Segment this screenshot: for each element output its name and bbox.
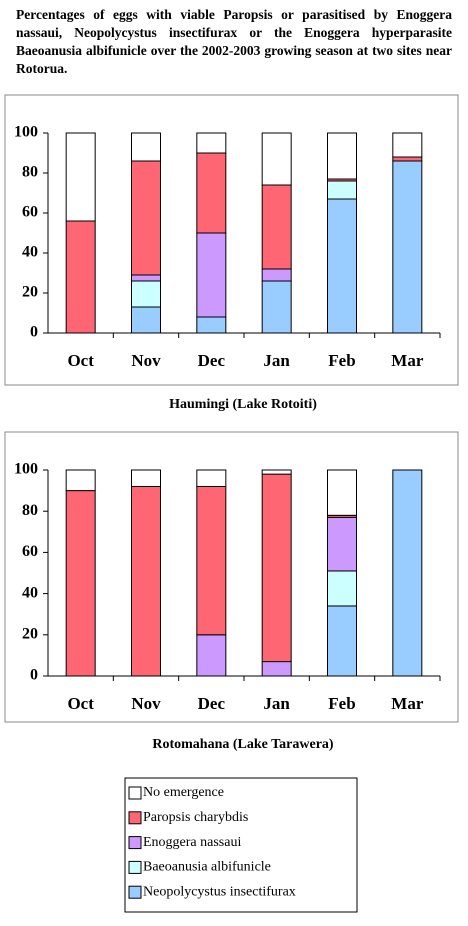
bar-segment [261, 473, 292, 663]
y-tick-label: 80 [22, 164, 38, 181]
legend-swatch [128, 860, 142, 874]
bar-segment [131, 132, 161, 162]
bar-segment [261, 184, 292, 270]
chart-caption: Haumingi (Lake Rotoiti) [169, 397, 317, 412]
bar-segment [131, 485, 161, 677]
y-tick-label: 0 [30, 667, 38, 684]
bar-segment [196, 152, 227, 234]
chart-frame [4, 431, 459, 723]
y-tick-label: 0 [30, 324, 38, 341]
bar-segment [327, 132, 357, 180]
bar-segment [131, 160, 161, 276]
x-tick-label: Jan [263, 351, 290, 370]
x-tick-label: Mar [391, 694, 424, 713]
bar-segment [131, 306, 161, 334]
bar-segment [196, 634, 227, 677]
bar-segment [131, 274, 161, 282]
bar-segment [327, 180, 357, 200]
legend-label: No emergence [143, 785, 224, 800]
legend-swatch [128, 836, 142, 850]
x-tick-label: Nov [131, 351, 161, 370]
x-tick-label: Jan [263, 694, 290, 713]
legend-swatch [128, 786, 142, 800]
legend-label: Enoggera nassaui [143, 835, 241, 850]
chart-frame [4, 94, 459, 386]
x-tick-label: Nov [131, 694, 161, 713]
y-tick-label: 40 [22, 244, 38, 261]
y-tick-label: 20 [22, 625, 38, 642]
bar-segment [196, 485, 227, 636]
bar-segment [327, 516, 357, 572]
bar-segment [131, 280, 161, 308]
y-tick-label: 80 [22, 502, 38, 519]
bar-segment [261, 661, 292, 677]
x-tick-label: Dec [198, 694, 226, 713]
x-tick-label: Dec [198, 351, 226, 370]
bar-segment [261, 268, 292, 282]
y-tick-label: 40 [22, 584, 38, 601]
legend-label: Paropsis charybdis [143, 810, 248, 825]
bar-segment [65, 490, 96, 677]
x-tick-label: Mar [391, 351, 424, 370]
bar-segment [327, 198, 357, 334]
x-tick-label: Oct [67, 351, 94, 370]
bar-segment [131, 469, 161, 487]
bar-segment [65, 469, 96, 492]
y-tick-label: 100 [14, 461, 38, 478]
chart-title: Percentages of eggs with viable Paropsis… [16, 7, 452, 76]
legend-swatch [128, 811, 142, 825]
bar-segment [196, 132, 227, 154]
bar-segment [65, 132, 96, 222]
bar-segment [327, 469, 357, 516]
bar-segment [261, 469, 292, 475]
x-tick-label: Feb [328, 351, 355, 370]
legend [124, 777, 358, 913]
bar-segment [261, 132, 292, 186]
x-tick-label: Feb [328, 694, 355, 713]
y-tick-label: 100 [14, 124, 38, 141]
bar-segment [196, 232, 227, 318]
bar-segment [392, 132, 423, 158]
bar-segment [392, 469, 423, 677]
bar-segment [392, 160, 423, 334]
y-tick-label: 20 [22, 284, 38, 301]
bar-segment [196, 316, 227, 334]
bar-segment [196, 469, 227, 487]
chart-caption: Rotomahana (Lake Tarawera) [152, 737, 334, 752]
y-tick-label: 60 [22, 543, 38, 560]
x-tick-label: Oct [67, 694, 94, 713]
legend-swatch [128, 885, 142, 899]
bar-segment [261, 280, 292, 334]
y-tick-label: 60 [22, 204, 38, 221]
bar-segment [392, 156, 423, 162]
legend-label: Neopolycystus insectifurax [143, 884, 296, 899]
bar-segment [327, 570, 357, 607]
legend-label: Baeoanusia albifunicle [143, 860, 271, 875]
bar-segment [327, 605, 357, 677]
bar-segment [65, 220, 96, 334]
